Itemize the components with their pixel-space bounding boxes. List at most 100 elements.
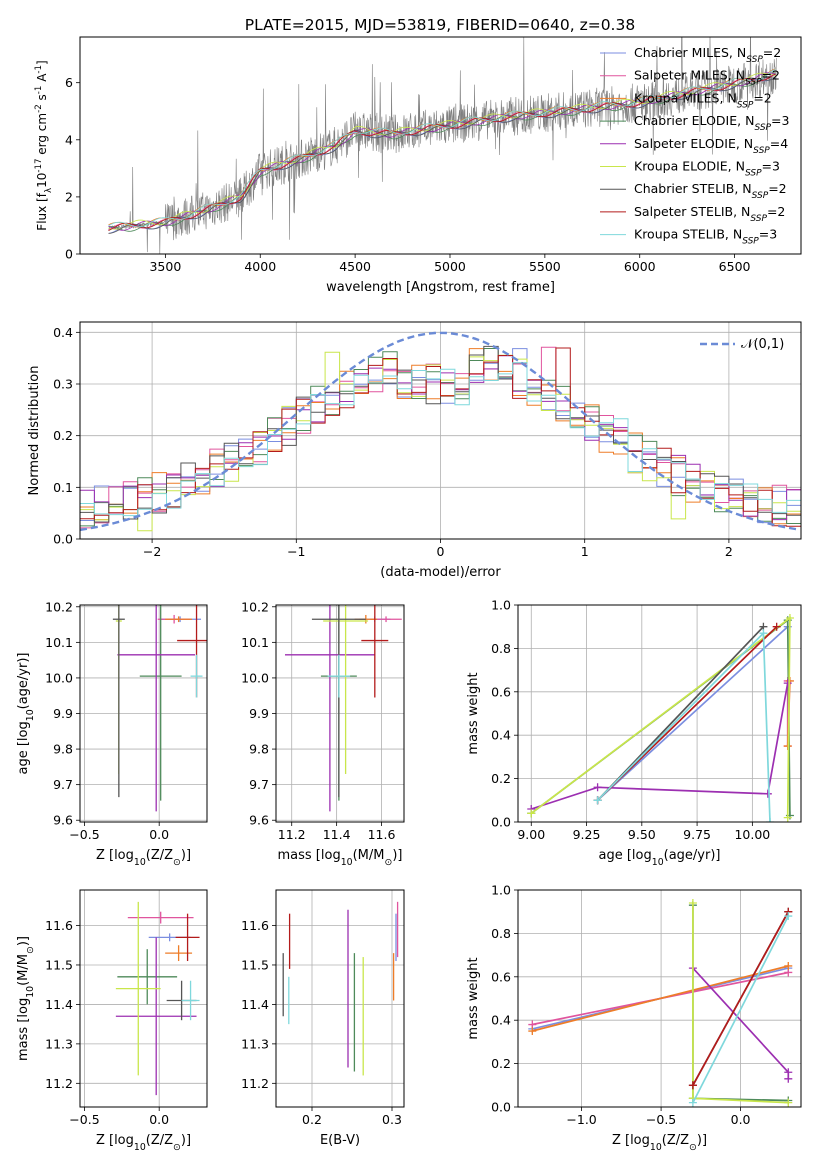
x-tick-label: 2 — [725, 544, 733, 559]
legend-label: Kroupa MILES, NSSP=2 — [634, 90, 772, 110]
weight-marker-kroupa_elodie — [783, 813, 792, 822]
y-tick-label: 11.3 — [241, 1036, 269, 1051]
chart-spectrum: 3500 4000 4500 5000 5500 6000 6500 0 2 4 6 waveleng… — [34, 36, 802, 295]
histogram-salpeter_stelib — [80, 347, 801, 527]
x-tick-label: 3500 — [149, 259, 181, 274]
y-tick-label: 0.8 — [491, 926, 511, 941]
legend-label: Chabrier ELODIE, NSSP=3 — [634, 113, 789, 133]
y-tick-label: 0.2 — [53, 428, 73, 443]
axes-frame: 3500 4000 4500 5000 5500 6000 6500 0 2 4 6 waveleng… — [34, 36, 802, 295]
weight-marker-salpeter_stelib — [772, 622, 781, 631]
x-tick-label: 5500 — [529, 259, 561, 274]
plot-content — [527, 614, 794, 822]
y-tick-label: 11.2 — [241, 1076, 269, 1091]
x-axis-label: mass [log10(M/M⊙)] — [278, 848, 403, 868]
y-tick-label: 0.3 — [53, 377, 73, 392]
y-tick-label: 9.9 — [53, 706, 73, 721]
legend-label: Salpeter STELIB, NSSP=2 — [634, 204, 785, 224]
y-tick-label: 11.6 — [241, 918, 269, 933]
legend-label: Kroupa STELIB, NSSP=3 — [634, 227, 777, 247]
model-line-salpeter_stelib — [108, 73, 776, 232]
y-tick-label: 0 — [65, 247, 73, 262]
y-tick-label: 0.2 — [491, 771, 511, 786]
plot-content — [112, 605, 207, 812]
y-tick-label: 0.4 — [53, 325, 73, 340]
x-tick-label: 11.2 — [278, 827, 306, 842]
histogram-chabrier_miles — [80, 348, 801, 524]
y-axis-label: mass weight — [466, 672, 481, 754]
x-tick-label: −1.0 — [566, 1112, 596, 1127]
weight-line-salpeter_elodie — [531, 682, 789, 810]
chart-age_vs_mass: 11.2 11.4 11.6 9.6 9.7 9.8 9.9 10.0 10.1 10.2 mass… — [241, 599, 405, 868]
x-tick-label: 0 — [437, 544, 445, 559]
y-tick-label: 6 — [65, 75, 73, 90]
y-tick-label: 0.4 — [491, 728, 511, 743]
y-tick-label: 11.3 — [45, 1036, 73, 1051]
normal-curve — [80, 331, 799, 532]
plot-area: 3500 4000 4500 5000 5500 6000 6500 0 2 4 6 waveleng… — [16, 36, 802, 1153]
x-tick-label: 4000 — [244, 259, 276, 274]
y-axis-label: age [log10(age/yr)] — [16, 653, 36, 775]
model-line-chabrier_elodie — [108, 72, 776, 232]
y-axis-label: mass weight — [466, 957, 481, 1039]
y-tick-label: 0.0 — [491, 1100, 511, 1115]
chart-weight_vs_Z: −1.0 −0.5 0.0 0.0 0.2 0.4 0.6 0.8 1.0 Z [log10(Z/… — [466, 883, 802, 1153]
x-tick-label: 6000 — [624, 259, 656, 274]
axes-frame: 0.2 0.3 11.2 11.3 11.4 11.5 11.6 E(B-V) — [241, 889, 405, 1148]
chart-weight_vs_age: 9.00 9.25 9.50 9.75 10.00 0.0 0.2 0.4 0.6 0.8 1.0 a… — [466, 598, 802, 868]
plot-content — [80, 331, 801, 532]
axes-frame-rect — [517, 604, 802, 823]
x-tick-label: 0.0 — [731, 1112, 751, 1127]
y-tick-label: 11.2 — [45, 1076, 73, 1091]
y-tick-label: 0.6 — [491, 684, 511, 699]
weight-marker-kroupa_elodie — [688, 899, 697, 908]
legend: Chabrier MILES, NSSP=2 Salpeter MILES, NS… — [600, 45, 789, 247]
x-tick-label: −0.5 — [69, 827, 99, 842]
axes-frame: −0.5 0.0 9.6 9.7 9.8 9.9 10.0 10.1 10.2 Z [log10(… — [16, 599, 208, 868]
weight-marker-kroupa_elodie — [527, 809, 536, 818]
y-tick-label: 11.5 — [241, 957, 269, 972]
x-tick-label: 0.0 — [149, 1112, 169, 1127]
model-line-kroupa_stelib — [108, 69, 776, 228]
axes-frame: −2 −1 0 1 2 0.0 0.1 0.2 0.3 0.4 (data-model)/error… — [27, 321, 802, 580]
weight-line-kroupa_stelib — [692, 915, 790, 1104]
plot-content — [284, 605, 402, 812]
axes-frame: 9.00 9.25 9.50 9.75 10.00 0.0 0.2 0.4 0.6 0.8 1.0 a… — [466, 598, 802, 868]
x-tick-label: 0.3 — [382, 1112, 402, 1127]
axes-frame: 11.2 11.4 11.6 9.6 9.7 9.8 9.9 10.0 10.1 10.2 mass… — [241, 599, 405, 868]
legend-label: 𝒩(0,1) — [741, 337, 784, 352]
chart-residuals: −2 −1 0 1 2 0.0 0.1 0.2 0.3 0.4 (data-model)/error… — [27, 321, 802, 580]
axes-frame-rect — [275, 889, 405, 1108]
y-tick-label: 0.4 — [491, 1013, 511, 1028]
x-axis-label: Z [log10(Z/Z⊙)] — [96, 1133, 191, 1153]
y-tick-label: 10.2 — [45, 599, 73, 614]
chart-mass_vs_ebv: 0.2 0.3 11.2 11.3 11.4 11.5 11.6 E(B-V) — [241, 889, 405, 1148]
weight-marker-salpeter_elodie — [784, 1074, 793, 1083]
y-tick-label: 9.8 — [249, 742, 269, 757]
x-axis-label: age [log10(age/yr)] — [599, 848, 721, 868]
weight-marker-kroupa_miles — [528, 1027, 537, 1036]
weight-line-chabrier_miles — [597, 626, 789, 801]
weight-marker-salpeter_elodie — [593, 783, 602, 792]
x-axis-label: E(B-V) — [320, 1133, 360, 1148]
y-tick-label: 10.0 — [45, 670, 73, 685]
axes-frame-rect — [79, 36, 802, 255]
weight-marker-salpeter_elodie — [783, 679, 792, 688]
y-tick-label: 9.7 — [249, 777, 269, 792]
y-axis-label: mass [log10(M/M⊙)] — [16, 936, 36, 1061]
x-axis-label: Z [log10(Z/Z⊙)] — [612, 1133, 707, 1153]
x-tick-label: 1 — [581, 544, 589, 559]
y-tick-label: 0.6 — [491, 969, 511, 984]
y-tick-label: 11.4 — [45, 997, 73, 1012]
x-tick-label: −0.5 — [646, 1112, 676, 1127]
y-tick-label: 0.0 — [53, 532, 73, 547]
y-tick-label: 11.4 — [241, 997, 269, 1012]
y-tick-label: 9.9 — [249, 706, 269, 721]
y-tick-label: 11.5 — [45, 957, 73, 972]
y-tick-label: 10.1 — [241, 635, 269, 650]
y-tick-label: 2 — [65, 189, 73, 204]
axes-frame: −1.0 −0.5 0.0 0.0 0.2 0.4 0.6 0.8 1.0 Z [log10(Z/… — [466, 883, 802, 1153]
plot-content — [115, 901, 200, 1096]
legend-label: Salpeter MILES, NSSP=2 — [634, 68, 780, 88]
y-tick-label: 10.2 — [241, 599, 269, 614]
